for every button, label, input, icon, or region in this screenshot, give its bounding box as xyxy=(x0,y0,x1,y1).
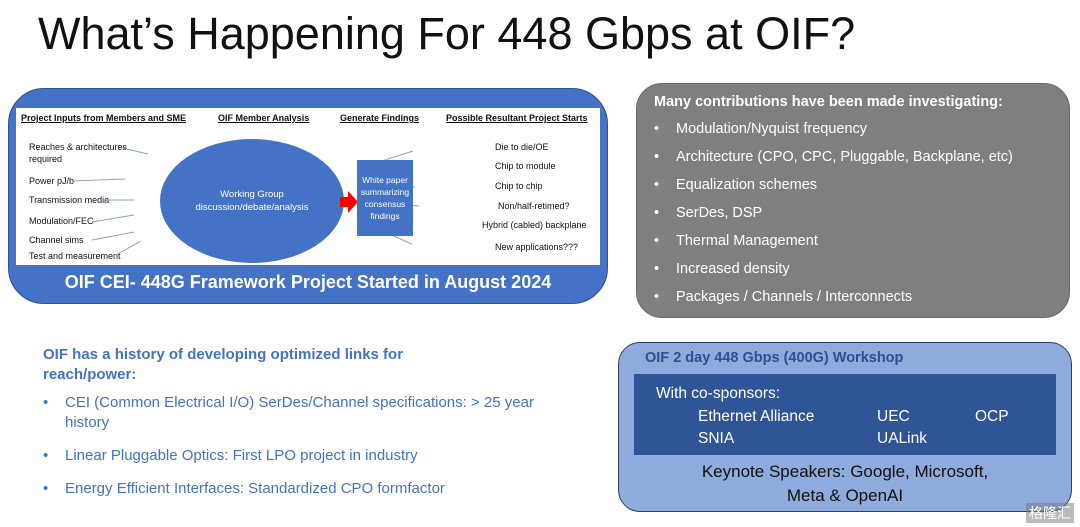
input-item: Test and measurement xyxy=(29,251,121,261)
cosponsors-panel: With co-sponsors: Ethernet Alliance UEC … xyxy=(634,374,1056,455)
contribution-item: Modulation/Nyquist frequency xyxy=(654,120,1013,148)
diagram-header: Generate Findings xyxy=(340,113,420,123)
history-item: Linear Pluggable Optics: First LPO proje… xyxy=(43,446,565,466)
input-item: Transmission media xyxy=(29,195,110,205)
sponsor: OCP xyxy=(975,408,1009,425)
findings-line: consensus xyxy=(364,199,406,209)
findings-line: summarizing xyxy=(360,187,410,197)
diagram-header: Project Inputs from Members and SME xyxy=(21,113,187,123)
output-item: Chip to module xyxy=(495,161,556,171)
diagram-header: OIF Member Analysis xyxy=(218,113,310,123)
output-item: New applications??? xyxy=(495,242,579,252)
contributions-box: Many contributions have been made invest… xyxy=(636,83,1070,318)
input-item: Modulation/FEC xyxy=(29,216,94,226)
history-item: CEI (Common Electrical I/O) SerDes/Chann… xyxy=(43,393,565,433)
output-item: Hybrid (cabled) backplane xyxy=(482,220,587,230)
sponsor: UALink xyxy=(877,430,927,447)
working-group-ellipse: Working Group discussion/debate/analysis xyxy=(160,139,344,263)
input-item: Channel sims xyxy=(29,235,84,245)
input-item: required xyxy=(29,154,63,164)
output-item: Chip to chip xyxy=(495,181,543,191)
findings-line: White paper xyxy=(362,175,408,185)
contributions-heading: Many contributions have been made invest… xyxy=(654,94,1003,110)
sponsor: UEC xyxy=(877,408,910,425)
keynote-line: Keynote Speakers: Google, Microsoft, xyxy=(701,462,989,481)
watermark: 格隆汇 xyxy=(1026,503,1074,523)
framework-caption: OIF CEI- 448G Framework Project Started … xyxy=(64,272,552,292)
input-item: Reaches & architectures xyxy=(29,142,128,152)
output-item: Die to die/OE xyxy=(495,142,549,152)
contribution-item: Thermal Management xyxy=(654,232,1013,260)
history-heading: OIF has a history of developing optimize… xyxy=(43,346,404,383)
workshop-heading: OIF 2 day 448 Gbps (400G) Workshop xyxy=(645,350,904,366)
slide-title: What’s Happening For 448 Gbps at OIF? xyxy=(38,8,856,59)
history-item: Energy Efficient Interfaces: Standardize… xyxy=(43,479,565,499)
sponsor: SNIA xyxy=(698,430,735,447)
input-item: Power pJ/b xyxy=(29,176,75,186)
diagram-header: Possible Resultant Project Starts xyxy=(446,113,588,123)
contribution-item: SerDes, DSP xyxy=(654,204,1013,232)
red-arrow-icon xyxy=(340,191,358,213)
white-paper-box: White paper summarizing consensus findings xyxy=(357,160,413,236)
keynote-speakers: Keynote Speakers: Google, Microsoft, Met… xyxy=(618,460,1072,508)
keynote-line: Meta & OpenAI xyxy=(786,486,904,505)
findings-line: findings xyxy=(370,211,400,221)
ellipse-line: Working Group xyxy=(220,189,284,200)
contribution-item: Architecture (CPO, CPC, Pluggable, Backp… xyxy=(654,148,1013,176)
ellipse-line: discussion/debate/analysis xyxy=(195,202,309,213)
contribution-item: Equalization schemes xyxy=(654,176,1013,204)
sponsor: Ethernet Alliance xyxy=(698,408,815,425)
output-item: Non/half-retimed? xyxy=(498,201,570,211)
cosponsors-label: With co-sponsors: xyxy=(656,385,781,402)
contribution-item: Increased density xyxy=(654,260,1013,288)
contribution-item: Packages / Channels / Interconnects xyxy=(654,288,1013,316)
history-section: OIF has a history of developing optimize… xyxy=(43,345,565,512)
